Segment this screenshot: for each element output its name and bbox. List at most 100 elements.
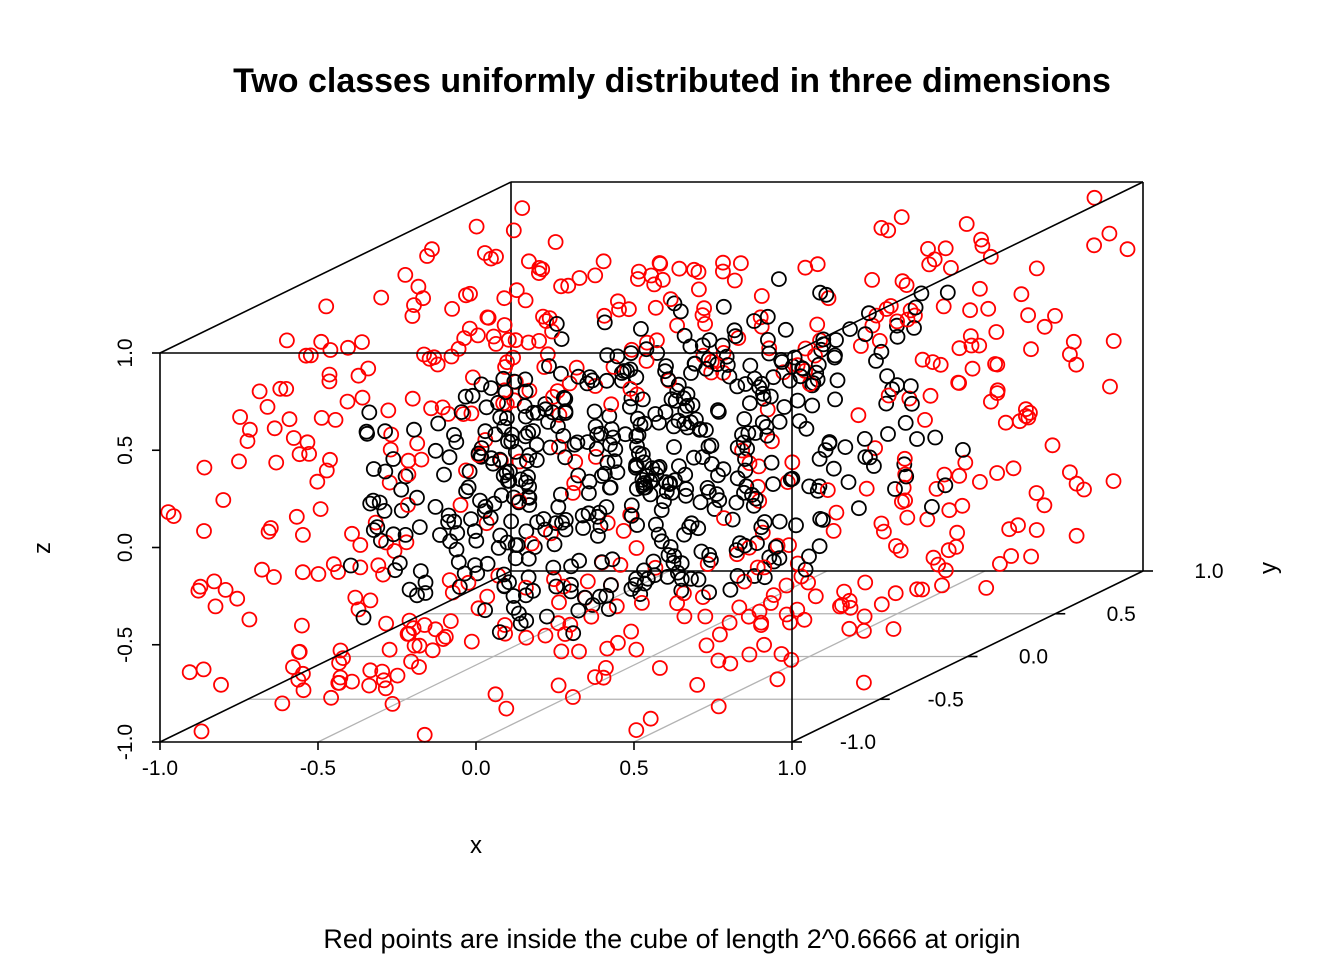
- point-red: [553, 278, 569, 295]
- point-red: [878, 301, 895, 317]
- point-red: [880, 387, 897, 404]
- point-black: [742, 357, 759, 374]
- point-red: [196, 459, 213, 476]
- point-red: [690, 264, 707, 280]
- point-red: [893, 209, 910, 226]
- point-red: [689, 677, 706, 693]
- point-red: [1028, 485, 1045, 501]
- point-red: [370, 557, 387, 574]
- point-red: [1076, 481, 1092, 498]
- point-red: [400, 466, 417, 483]
- point-red: [207, 598, 224, 615]
- point-red: [669, 595, 685, 612]
- point-black: [868, 352, 884, 369]
- point-red: [941, 502, 958, 519]
- point-red: [730, 330, 747, 347]
- point-red: [360, 360, 377, 377]
- point-red: [206, 573, 223, 590]
- point-black: [461, 463, 478, 480]
- point-black: [449, 525, 466, 541]
- point-red: [587, 669, 603, 685]
- point-black: [742, 395, 758, 412]
- point-red: [733, 255, 749, 272]
- point-black: [801, 548, 817, 565]
- point-red: [1010, 517, 1026, 534]
- point-black: [599, 454, 616, 471]
- point-red: [769, 671, 786, 688]
- point-red: [980, 300, 997, 317]
- point-red: [928, 480, 945, 497]
- point-black: [857, 326, 874, 343]
- point-red: [450, 340, 467, 357]
- point-red: [631, 263, 647, 280]
- point-red: [997, 414, 1014, 431]
- point-black: [563, 576, 579, 593]
- point-black: [473, 376, 490, 393]
- point-black: [557, 521, 574, 538]
- point-red: [611, 301, 627, 318]
- point-black: [505, 588, 522, 604]
- point-red: [350, 601, 367, 618]
- point-black: [636, 454, 652, 471]
- point-black: [496, 577, 513, 594]
- point-black: [593, 554, 610, 570]
- point-red: [488, 248, 504, 265]
- point-red: [934, 577, 950, 594]
- point-red: [914, 581, 930, 598]
- point-black: [604, 551, 621, 568]
- point-red: [241, 421, 258, 438]
- point-black: [676, 327, 693, 344]
- point-black: [734, 426, 750, 443]
- point-red: [649, 332, 665, 349]
- x-tick-label: 1.0: [777, 757, 806, 780]
- point-red: [940, 542, 957, 559]
- point-red: [871, 332, 888, 349]
- point-black: [682, 414, 699, 431]
- point-black: [744, 486, 760, 503]
- point-red: [560, 277, 577, 294]
- point-black: [495, 370, 512, 387]
- point-black: [518, 474, 534, 491]
- axis-ticks: -1.0 -0.5 0.0 0.5 1.0 -1.0 -0.5 0.0 0.5 1.0 -1.0 -0…: [114, 338, 1224, 780]
- point-red: [565, 689, 581, 705]
- point-red: [389, 667, 406, 684]
- point-red: [628, 540, 645, 556]
- point-black: [450, 554, 467, 570]
- point-red: [974, 237, 991, 254]
- point-black: [577, 589, 593, 606]
- point-red: [291, 644, 307, 660]
- point-black: [722, 581, 739, 598]
- point-red: [726, 272, 743, 289]
- point-black: [510, 494, 527, 511]
- point-red: [260, 523, 277, 540]
- point-black: [692, 494, 709, 511]
- point-black: [651, 414, 667, 431]
- point-red: [963, 337, 980, 354]
- y-tick-label: 1.0: [1194, 560, 1223, 583]
- point-black: [565, 625, 582, 642]
- point-red: [313, 409, 330, 426]
- point-red: [1119, 241, 1136, 258]
- point-black: [582, 369, 598, 386]
- point-red: [404, 390, 421, 407]
- point-red: [889, 313, 905, 330]
- point-red: [508, 282, 525, 299]
- point-red: [469, 327, 486, 344]
- point-red: [288, 508, 305, 525]
- point-red: [710, 652, 727, 669]
- point-red: [293, 617, 310, 634]
- point-black: [634, 446, 651, 463]
- point-black: [629, 410, 646, 427]
- point-red: [462, 285, 478, 302]
- point-red: [1036, 497, 1053, 514]
- point-black: [861, 305, 877, 322]
- box-edge: [791, 181, 1144, 354]
- point-black: [486, 495, 503, 512]
- point-black: [628, 571, 644, 587]
- point-black: [749, 535, 765, 551]
- point-red: [298, 347, 315, 364]
- point-red: [951, 467, 968, 484]
- point-black: [596, 465, 613, 482]
- point-black: [466, 523, 483, 540]
- point-red: [951, 340, 968, 357]
